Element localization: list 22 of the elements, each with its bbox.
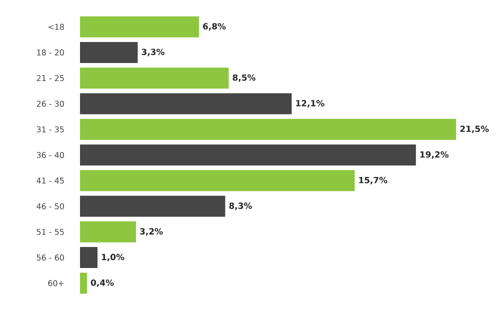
bar — [80, 144, 416, 166]
data-label: 3,3% — [142, 48, 164, 56]
bar — [80, 93, 292, 114]
bar — [80, 221, 136, 242]
bar — [80, 42, 138, 63]
data-label: 0,4% — [90, 279, 114, 287]
bar — [80, 247, 98, 268]
bar — [80, 196, 226, 217]
bar — [80, 118, 456, 140]
data-label: 8,5% — [232, 74, 256, 82]
data-label: 6,8% — [203, 23, 226, 31]
data-label: 21,5% — [460, 126, 489, 134]
bar — [80, 170, 355, 192]
data-label: 19,2% — [420, 151, 449, 159]
bar — [80, 272, 87, 294]
bar — [80, 16, 199, 38]
data-label: 1,0% — [102, 254, 124, 262]
data-label: 8,3% — [229, 202, 252, 210]
data-label: 3,2% — [140, 228, 163, 236]
data-label: 15,7% — [359, 176, 388, 184]
bar — [80, 68, 229, 89]
data-label: 12,1% — [296, 100, 324, 108]
